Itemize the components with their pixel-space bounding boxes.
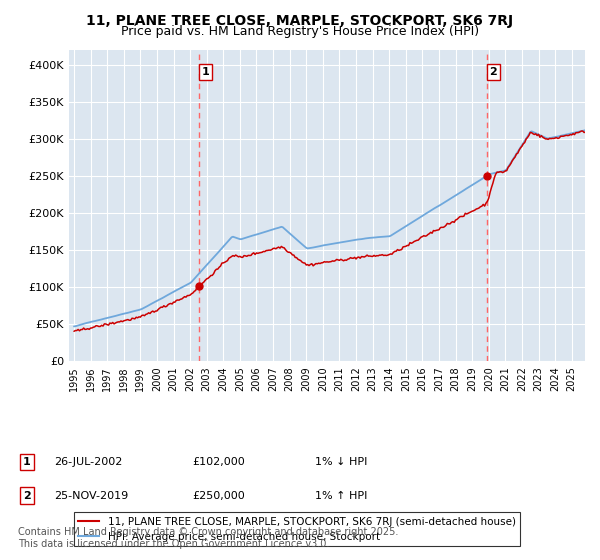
Text: 1% ↓ HPI: 1% ↓ HPI <box>315 457 367 467</box>
Text: 2: 2 <box>23 491 31 501</box>
Text: 2: 2 <box>490 67 497 77</box>
Text: 1% ↑ HPI: 1% ↑ HPI <box>315 491 367 501</box>
Text: 1: 1 <box>202 67 209 77</box>
Text: 1: 1 <box>23 457 31 467</box>
Text: £250,000: £250,000 <box>192 491 245 501</box>
Legend: 11, PLANE TREE CLOSE, MARPLE, STOCKPORT, SK6 7RJ (semi-detached house), HPI: Ave: 11, PLANE TREE CLOSE, MARPLE, STOCKPORT,… <box>74 512 520 546</box>
Text: £102,000: £102,000 <box>192 457 245 467</box>
Text: 11, PLANE TREE CLOSE, MARPLE, STOCKPORT, SK6 7RJ: 11, PLANE TREE CLOSE, MARPLE, STOCKPORT,… <box>86 14 514 28</box>
Text: 26-JUL-2002: 26-JUL-2002 <box>54 457 122 467</box>
Text: Price paid vs. HM Land Registry's House Price Index (HPI): Price paid vs. HM Land Registry's House … <box>121 25 479 38</box>
Text: 25-NOV-2019: 25-NOV-2019 <box>54 491 128 501</box>
Text: Contains HM Land Registry data © Crown copyright and database right 2025.
This d: Contains HM Land Registry data © Crown c… <box>18 527 398 549</box>
